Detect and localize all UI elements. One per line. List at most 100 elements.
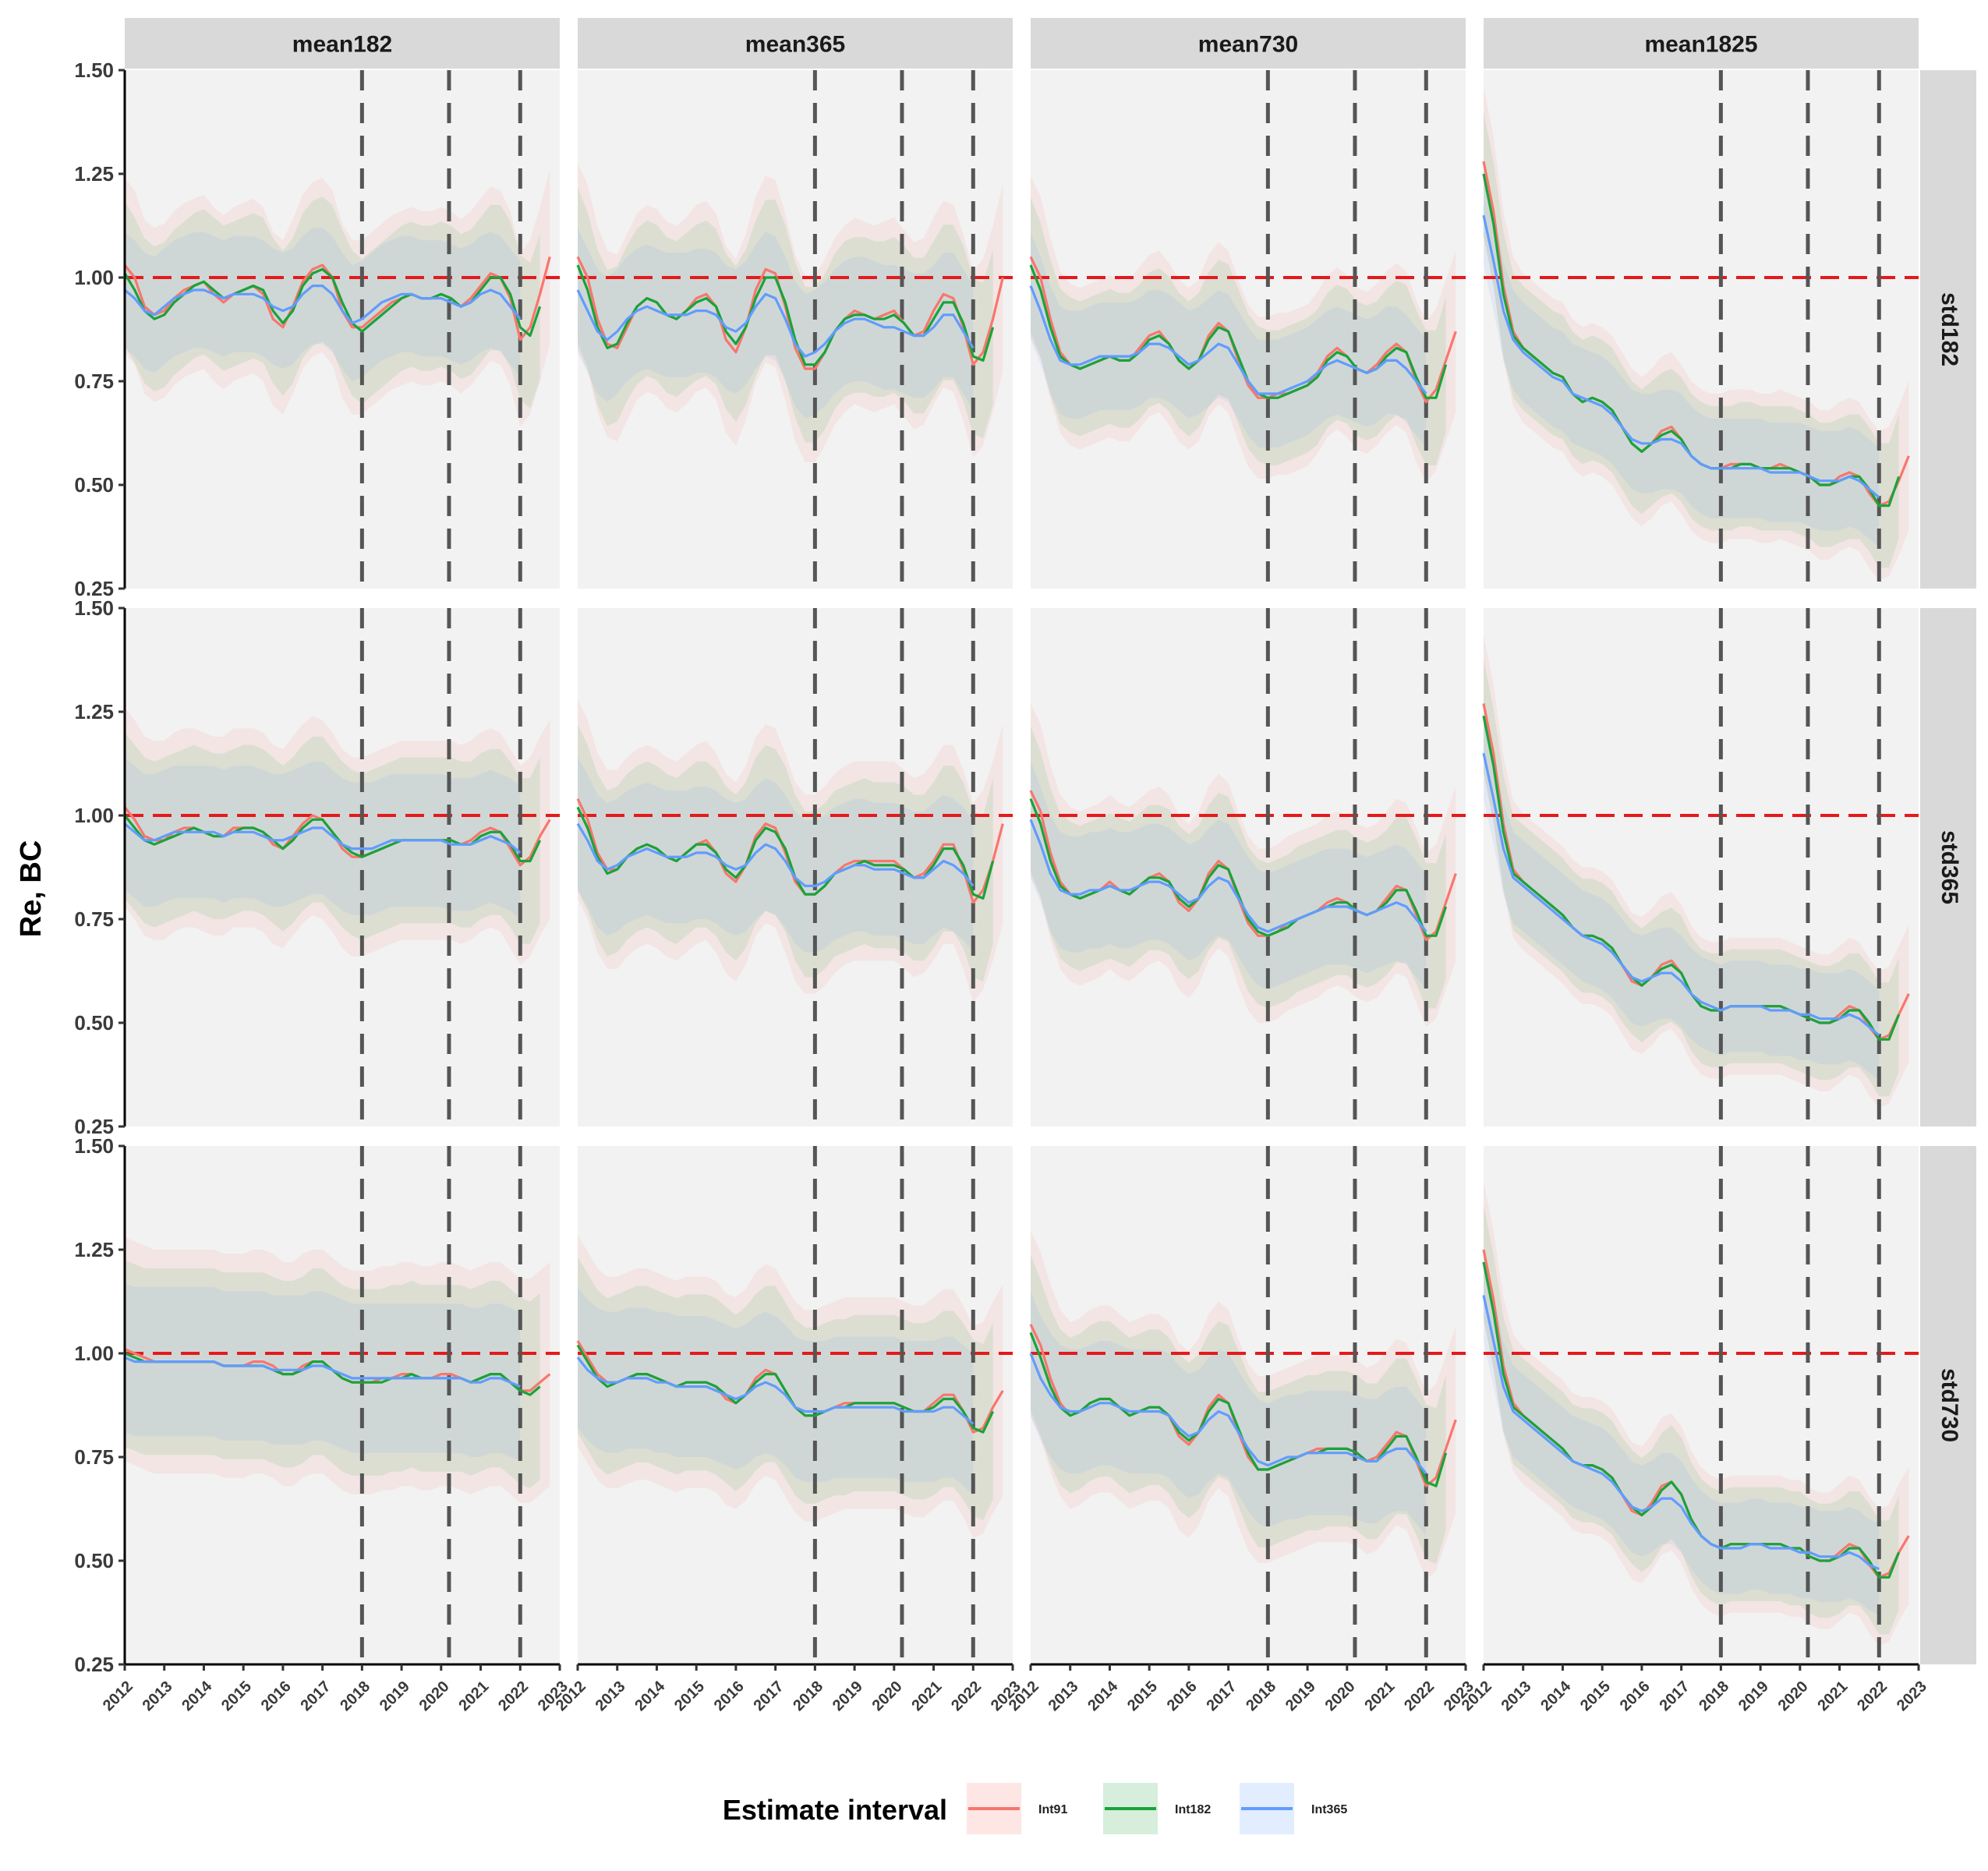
series-line-int365 (123, 822, 522, 854)
y-axis-title: Re, BC (15, 840, 48, 938)
ribbon-int91 (125, 1237, 550, 1503)
panel-mean365-std730: 2012 2013 2014 2015 2016 2017 2018 2019 2020 2021… (553, 1146, 1024, 1714)
x-tick-label: 2019 (1735, 1678, 1772, 1714)
x-tick-label: 2020 (416, 1678, 453, 1714)
ribbon-int365 (1484, 165, 1880, 547)
x-tick-label: 2017 (750, 1678, 787, 1714)
ribbon-int365 (125, 757, 521, 919)
facet-strip-mean730: mean730 (1031, 18, 1466, 69)
x-tick-label: 2021 (1361, 1678, 1398, 1714)
y-tick-label: 1.25 (74, 162, 114, 186)
y-tick-label: 0.25 (74, 1653, 114, 1676)
panel-mean182-std730: 0.25 0.50 0.75 1.00 1.25 1.50 2012 2013 2014 2015… (74, 1134, 571, 1714)
facet-strip-bg (1920, 70, 1976, 589)
panel-background (125, 608, 560, 1126)
facet-strip-label: std365 (1937, 830, 1962, 904)
facet-strip-label: std730 (1937, 1368, 1962, 1442)
x-tick-label: 2021 (1814, 1678, 1851, 1714)
panel-mean730-std730: 2012 2013 2014 2015 2016 2017 2018 2019 2020 2021… (1006, 1146, 1477, 1714)
ribbon-int91 (578, 1235, 1003, 1538)
x-tick-label: 2017 (297, 1678, 334, 1714)
x-tick-label: 2022 (948, 1678, 985, 1714)
x-tick-label: 2019 (1282, 1678, 1319, 1714)
ribbon-int91 (1031, 703, 1456, 1027)
facet-strip-std730: std730 (1920, 1146, 1976, 1664)
x-tick-label: 2015 (1577, 1678, 1614, 1714)
x-tick-label: 2016 (258, 1678, 295, 1714)
facet-strip-bg (1920, 608, 1976, 1126)
x-tick-label: 2013 (140, 1678, 176, 1714)
ribbon-int365 (125, 1282, 521, 1462)
y-tick-label: 0.50 (74, 1011, 114, 1035)
x-tick-label: 2021 (908, 1678, 945, 1714)
facet-strip-bg (1920, 1146, 1976, 1664)
y-tick-label: 0.75 (74, 907, 114, 931)
ribbon-int365 (1031, 761, 1427, 990)
ribbon-int91 (1484, 635, 1909, 1109)
x-tick-label: 2022 (1401, 1678, 1438, 1714)
facet-strip-label: std182 (1937, 292, 1962, 366)
x-tick-label: 2014 (179, 1678, 216, 1715)
ribbon-int182 (1484, 111, 1899, 568)
facet-strip-bg (125, 18, 560, 69)
y-tick-label: 1.25 (74, 700, 114, 723)
facet-strip-mean182: mean182 (125, 18, 560, 69)
x-tick-label: 2015 (671, 1678, 708, 1714)
ribbon-int182 (1484, 659, 1899, 1097)
facet-strip-label: mean1825 (1644, 32, 1757, 58)
y-tick-label: 0.50 (74, 1549, 114, 1572)
y-tick-label: 0.75 (74, 370, 114, 393)
series-line-int365 (576, 822, 975, 887)
ribbon-int91 (125, 707, 550, 965)
panel-background (1031, 70, 1466, 589)
x-tick-label: 2018 (790, 1678, 826, 1714)
x-tick-label: 2014 (1537, 1678, 1575, 1715)
ribbon-int365 (1031, 232, 1427, 448)
facet-grid: mean182 mean365 mean730 mean1825 std182 std36… (74, 18, 1976, 1714)
x-tick-label: 2021 (455, 1678, 492, 1714)
y-tick-label: 1.00 (74, 1342, 114, 1365)
legend-item-int182: Int182 (1103, 1783, 1211, 1834)
x-tick-label: 2022 (1854, 1678, 1891, 1714)
x-tick-label: 2016 (1617, 1678, 1654, 1714)
ribbon-int91 (1031, 1231, 1456, 1579)
x-tick-label: 2019 (377, 1678, 413, 1714)
panel-mean1825-std365 (1482, 608, 1919, 1126)
series-line-int365 (124, 1356, 521, 1388)
panel-mean365-std365 (576, 608, 1013, 1126)
panel-mean730-std182 (1029, 70, 1466, 589)
panel-mean1825-std730: 2012 2013 2014 2015 2016 2017 2018 2019 2020 2021… (1459, 1146, 1930, 1714)
y-tick-label: 1.50 (74, 58, 114, 82)
y-tick-label: 0.50 (74, 473, 114, 497)
series-line-int365 (1029, 1353, 1427, 1475)
facet-strip-std182: std182 (1920, 70, 1976, 589)
ribbon-int182 (1484, 1204, 1899, 1635)
series-line-int365 (576, 1356, 975, 1425)
ribbon-int365 (125, 228, 521, 381)
legend-label: Int365 (1311, 1803, 1347, 1816)
x-tick-label: 2013 (1045, 1678, 1082, 1714)
x-tick-label: 2022 (495, 1678, 532, 1714)
ribbon-int91 (1484, 1181, 1909, 1646)
series-line-int365 (1482, 1295, 1880, 1571)
y-tick-label: 0.25 (74, 1115, 114, 1138)
series-line-int365 (1482, 214, 1880, 499)
ribbon-int91 (1484, 87, 1909, 581)
ribbon-int182 (1031, 197, 1446, 465)
x-tick-label: 2018 (1243, 1678, 1279, 1714)
ribbon-int365 (1484, 707, 1880, 1081)
panel-background (1031, 608, 1466, 1126)
x-tick-label: 2013 (1498, 1678, 1535, 1714)
ribbon-int182 (125, 196, 540, 409)
x-tick-label: 2019 (830, 1678, 866, 1714)
ribbon-int182 (578, 187, 993, 443)
facet-strip-mean1825: mean1825 (1484, 18, 1919, 69)
series-line-int365 (1029, 819, 1427, 933)
facet-strip-bg (1031, 18, 1466, 69)
facet-strip-label: mean730 (1198, 32, 1298, 58)
y-tick-label: 1.25 (74, 1238, 114, 1261)
legend-items: Int91 Int182 Int365 (967, 1783, 1347, 1834)
ribbon-int182 (1031, 726, 1446, 1009)
panel-background (125, 1146, 560, 1664)
